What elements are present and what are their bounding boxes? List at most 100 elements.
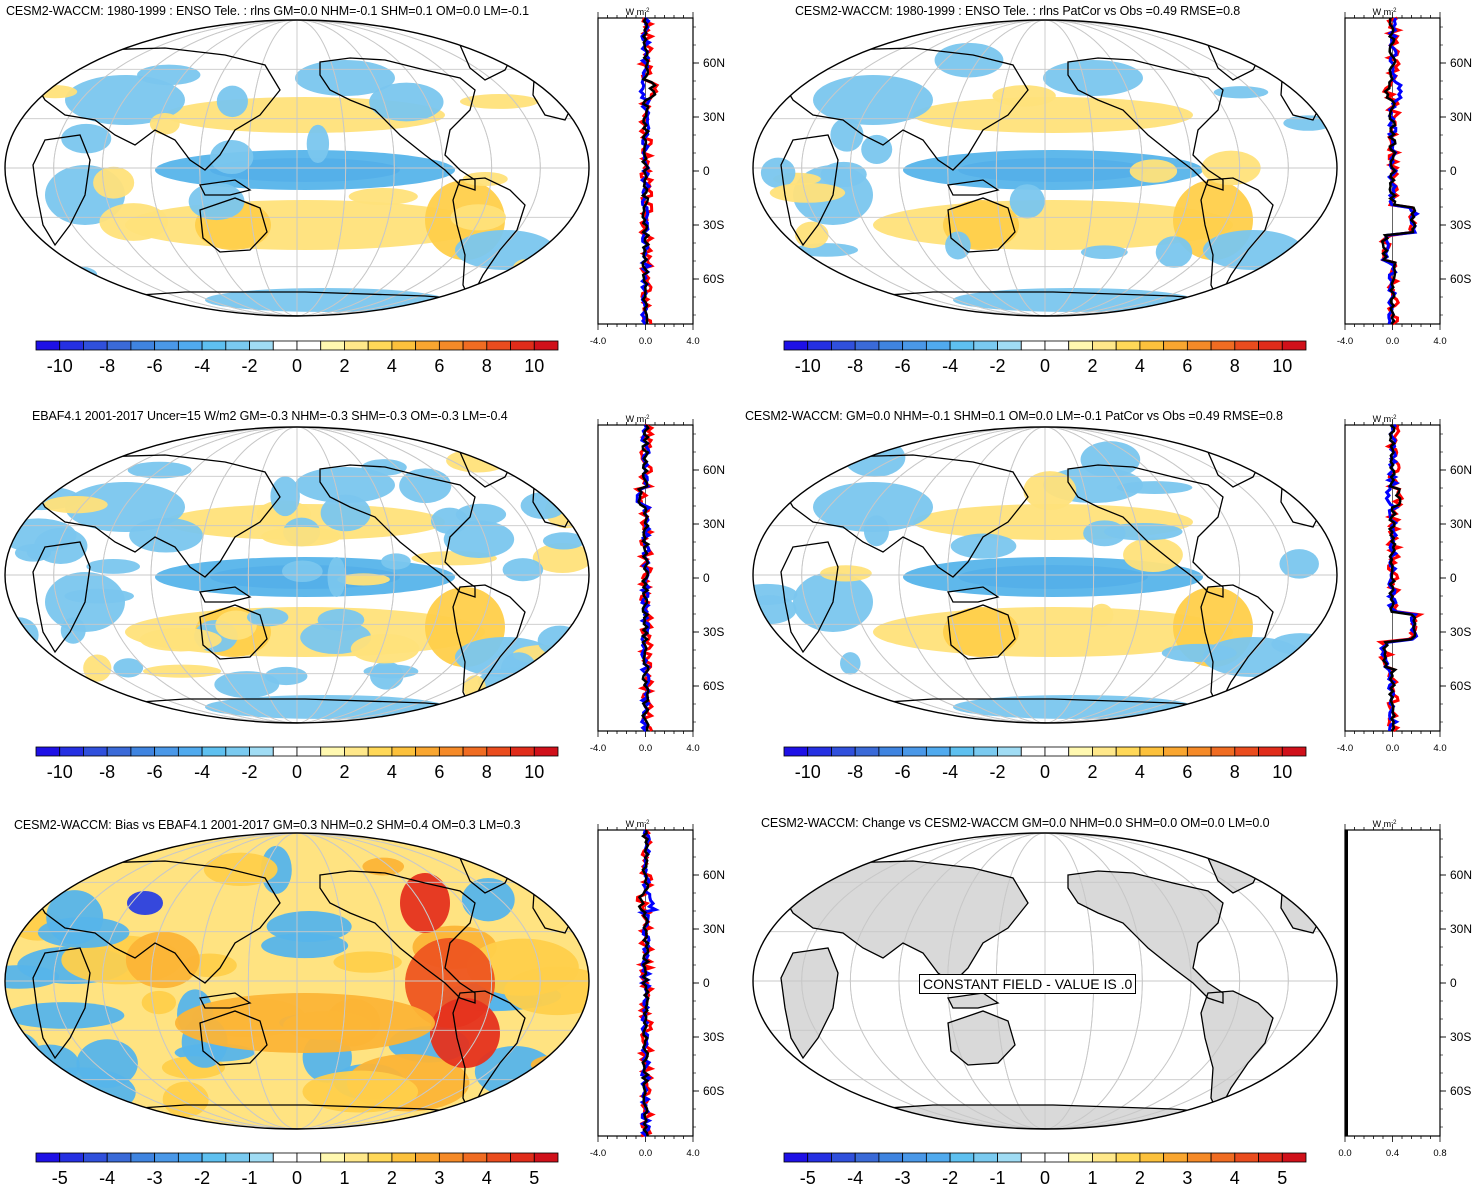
zonal-line-diff [1381, 424, 1417, 732]
zonal-lat-label: 60N [703, 56, 725, 70]
colorbar-label: -10 [795, 356, 821, 376]
panel-model: CESM2-WACCM: GM=0.0 NHM=-0.1 SHM=0.1 OM=… [741, 395, 1483, 790]
panel-obs: EBAF4.1 2001-2017 Uncer=15 W/m2 GM=-0.3 … [0, 395, 741, 790]
colorbar-label: 4 [387, 762, 397, 782]
zonal-unit: W m-2 [626, 414, 650, 424]
colorbar-label: 1 [1087, 1168, 1097, 1188]
zonal-lat-label: 60S [1450, 679, 1471, 693]
zonal-mean-plot: W m-2 60N 30N 0 30S 60S -4.0 0.0 4.0 [590, 414, 725, 754]
zonal-unit: W m-2 [1373, 414, 1397, 424]
colorbar-label: -4 [942, 356, 958, 376]
colorbar: -5 -4 -3 -2 -1 0 1 2 3 4 5 [35, 1152, 559, 1188]
colorbar-label: -6 [147, 762, 163, 782]
zonal-lat-label: 30S [703, 218, 724, 232]
colorbar-label: -1 [990, 1168, 1006, 1188]
zonal-lat-label: 30S [703, 1030, 724, 1044]
panel-title: CESM2-WACCM: GM=0.0 NHM=-0.1 SHM=0.1 OM=… [745, 409, 1283, 423]
colorbar-label: -1 [242, 1168, 258, 1188]
colorbar-label: 2 [1135, 1168, 1145, 1188]
colorbar-label: 10 [1272, 356, 1292, 376]
zonal-lat-label: 60N [1450, 868, 1472, 882]
panel-enso-model: CESM2-WACCM: 1980-1999 : ENSO Tele. : rl… [0, 0, 741, 395]
zonal-mean-plot: W m-2 60N 30N 0 30S 60S -4.0 0.0 4.0 [590, 7, 725, 347]
zonal-lat-label: 0 [703, 976, 710, 990]
zonal-lat-label: 30N [703, 110, 725, 124]
zonal-lat-label: 0 [703, 571, 710, 585]
panel-enso-patcor: CESM2-WACCM: 1980-1999 : ENSO Tele. : rl… [741, 0, 1483, 395]
zonal-lat-label: 60N [703, 463, 725, 477]
colorbar-label: -3 [147, 1168, 163, 1188]
colorbar-label: 4 [482, 1168, 492, 1188]
colorbar-label: 8 [1230, 762, 1240, 782]
panel-title: EBAF4.1 2001-2017 Uncer=15 W/m2 GM=-0.3 … [32, 409, 508, 423]
zonal-x-label: -4.0 [1337, 743, 1353, 754]
zonal-x-label: 0.0 [1338, 1148, 1351, 1159]
zonal-lat-label: 60N [1450, 56, 1472, 70]
colorbar-label: -4 [942, 762, 958, 782]
panel-change: CESM2-WACCM: Change vs CESM2-WACCM GM=0.… [741, 790, 1483, 1187]
colorbar-label: -10 [47, 356, 73, 376]
colorbar: -10 -8 -6 -4 -2 0 2 4 6 8 10 [783, 746, 1307, 782]
colorbar-label: -4 [194, 762, 210, 782]
colorbar-label: -5 [800, 1168, 816, 1188]
zonal-line-diff [640, 17, 657, 325]
zonal-lat-label: 60S [703, 272, 724, 286]
zonal-x-label: -4.0 [590, 336, 606, 347]
colorbar-label: 4 [1230, 1168, 1240, 1188]
colorbar-label: 0 [1040, 1168, 1050, 1188]
colorbar-label: 6 [1182, 762, 1192, 782]
colorbar-label: -2 [942, 1168, 958, 1188]
colorbar-label: 3 [1182, 1168, 1192, 1188]
colorbar-label: -8 [99, 762, 115, 782]
colorbar-label: -2 [242, 356, 258, 376]
colorbar-label: 10 [1272, 762, 1292, 782]
panel-bias: CESM2-WACCM: Bias vs EBAF4.1 2001-2017 G… [0, 790, 741, 1187]
world-map [752, 426, 1338, 724]
zonal-x-label: -4.0 [590, 1148, 606, 1159]
zonal-x-label: 4.0 [686, 336, 699, 347]
colorbar-label: -5 [52, 1168, 68, 1188]
colorbar-label: 10 [524, 356, 544, 376]
zonal-x-label: 4.0 [1433, 336, 1446, 347]
colorbar-box [533, 1152, 559, 1163]
zonal-lat-label: 60S [1450, 1084, 1471, 1098]
zonal-mean-plot: W m-2 60N 30N 0 30S 60S -4.0 0.0 4.0 [1337, 7, 1472, 347]
colorbar-box [1281, 1152, 1307, 1163]
zonal-x-label: 0.0 [639, 743, 652, 754]
zonal-x-label: 0.8 [1433, 1148, 1446, 1159]
zonal-x-label: 0.0 [639, 1148, 652, 1159]
zonal-lat-label: 60N [703, 868, 725, 882]
zonal-x-label: -4.0 [1337, 336, 1353, 347]
colorbar-label: 5 [529, 1168, 539, 1188]
colorbar-label: 0 [292, 1168, 302, 1188]
zonal-x-label: 4.0 [686, 1148, 699, 1159]
zonal-unit: W m-2 [1373, 819, 1397, 829]
colorbar-label: 4 [1135, 762, 1145, 782]
colorbar: -5 -4 -3 -2 -1 0 1 2 3 4 5 [783, 1152, 1307, 1188]
colorbar: -10 -8 -6 -4 -2 0 2 4 6 8 10 [35, 746, 559, 782]
world-map [752, 19, 1338, 317]
colorbar-label: 4 [387, 356, 397, 376]
colorbar-label: -10 [795, 762, 821, 782]
colorbar-label: 8 [482, 762, 492, 782]
colorbar-label: 2 [339, 762, 349, 782]
panel-title: CESM2-WACCM: 1980-1999 : ENSO Tele. : rl… [795, 4, 1241, 18]
zonal-lat-label: 0 [1450, 976, 1457, 990]
colorbar-label: -4 [194, 356, 210, 376]
colorbar-label: -6 [895, 762, 911, 782]
colorbar-label: 4 [1135, 356, 1145, 376]
zonal-lat-label: 30S [1450, 1030, 1471, 1044]
colorbar-label: 2 [1087, 356, 1097, 376]
colorbar-label: -8 [847, 762, 863, 782]
zonal-lat-label: 30N [1450, 110, 1472, 124]
colorbar-label: -8 [847, 356, 863, 376]
colorbar-label: 2 [387, 1168, 397, 1188]
zonal-line-diff [636, 424, 651, 732]
zonal-lat-label: 30N [703, 922, 725, 936]
zonal-lat-label: 60S [703, 1084, 724, 1098]
zonal-x-label: 0.4 [1386, 1148, 1399, 1159]
zonal-x-label: 4.0 [1433, 743, 1446, 754]
zonal-unit: W m-2 [626, 7, 650, 17]
colorbar-label: -3 [895, 1168, 911, 1188]
colorbar-label: 3 [434, 1168, 444, 1188]
